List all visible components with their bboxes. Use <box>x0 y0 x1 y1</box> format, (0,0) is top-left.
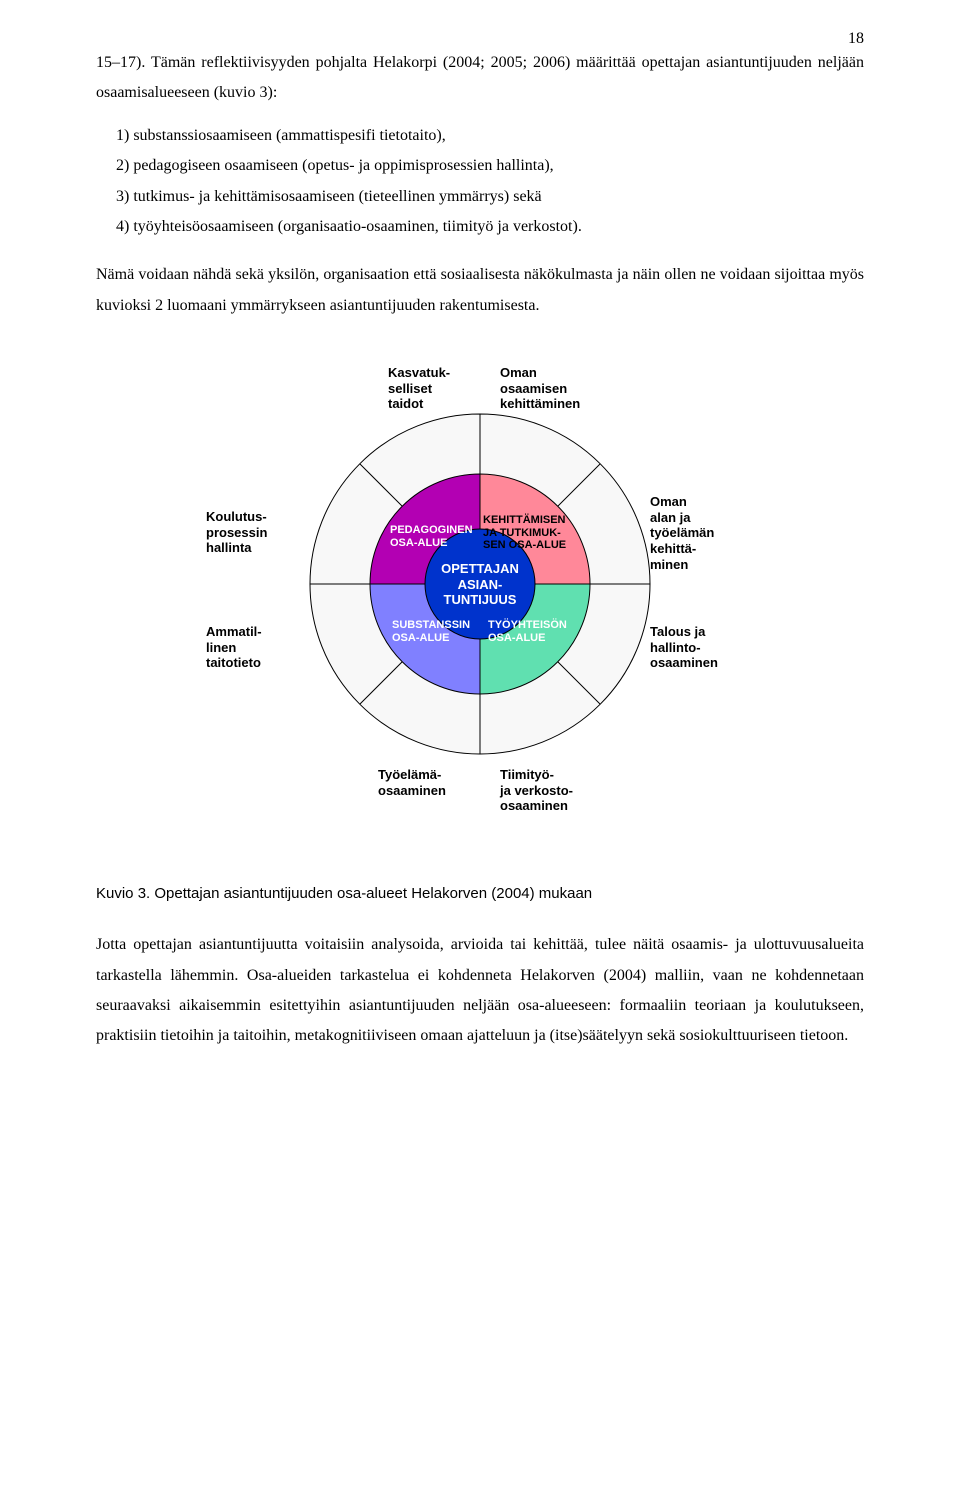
list-item: 2) pedagogiseen osaamiseen (opetus- ja o… <box>96 151 864 181</box>
list-item: 3) tutkimus- ja kehittämisosaamiseen (ti… <box>96 182 864 212</box>
diagram-pie: OPETTAJAN ASIAN- TUNTIJUUS PEDAGOGINEN O… <box>200 349 760 849</box>
outer-label-e2: Talous ja hallinto- osaaminen <box>650 624 718 671</box>
outer-label-s2: Työelämä- osaaminen <box>378 767 446 798</box>
segment-label-se: TYÖYHTEISÖN OSA-ALUE <box>488 619 578 644</box>
outer-label-s1: Tiimityö- ja verkosto- osaaminen <box>500 767 573 814</box>
list-item: 4) työyhteisöosaamiseen (organisaatio-os… <box>96 212 864 242</box>
list-item: 1) substanssiosaamiseen (ammattispesifi … <box>96 121 864 151</box>
outer-label-n1: Kasvatuk- selliset taidot <box>388 365 450 412</box>
numbered-list: 1) substanssiosaamiseen (ammattispesifi … <box>96 121 864 243</box>
segment-label-sw: SUBSTANSSIN OSA-ALUE <box>392 619 478 644</box>
segment-label-nw: PEDAGOGINEN OSA-ALUE <box>390 524 480 549</box>
outer-label-w2: Koulutus- prosessin hallinta <box>206 509 267 556</box>
outer-label-n2: Oman osaamisen kehittäminen <box>500 365 580 412</box>
paragraph-2: Nämä voidaan nähdä sekä yksilön, organis… <box>96 260 864 321</box>
paragraph-3: Jotta opettajan asiantuntijuutta voitais… <box>96 930 864 1052</box>
outer-label-w1: Ammatil- linen taitotieto <box>206 624 262 671</box>
diagram-center-label: OPETTAJAN ASIAN- TUNTIJUUS <box>434 561 526 608</box>
page-number: 18 <box>848 30 864 48</box>
segment-label-ne: KEHITTÄMISEN JA TUTKIMUK- SEN OSA-ALUE <box>483 514 579 552</box>
page: 18 15–17). Tämän reflektiivisyyden pohja… <box>0 0 960 1124</box>
outer-label-e1: Oman alan ja työelämän kehittä- minen <box>650 494 714 572</box>
figure-caption: Kuvio 3. Opettajan asiantuntijuuden osa-… <box>96 885 864 902</box>
paragraph-1: 15–17). Tämän reflektiivisyyden pohjalta… <box>96 48 864 109</box>
figure-container: OPETTAJAN ASIAN- TUNTIJUUS PEDAGOGINEN O… <box>96 349 864 849</box>
